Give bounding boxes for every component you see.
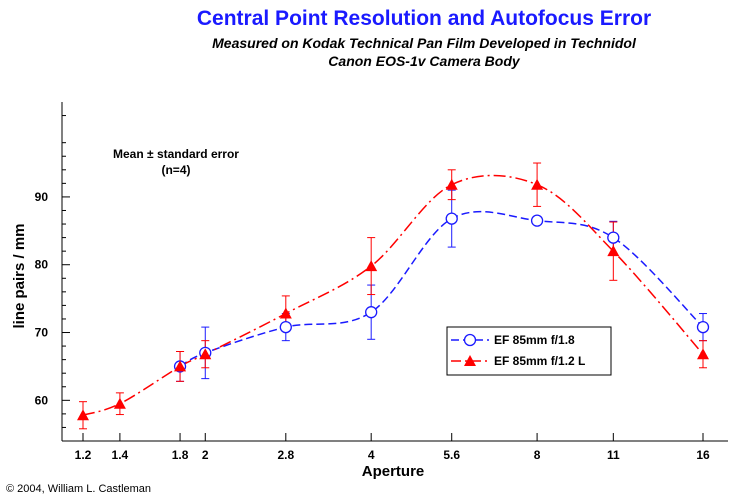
data-point [174,360,187,372]
chart-subtitle-line-2: Canon EOS-1v Camera Body [328,53,521,69]
x-tick-label: 1.8 [172,448,189,462]
legend-marker-series-2 [464,355,476,366]
data-point [530,214,544,227]
data-point [445,178,458,190]
legend: EF 85mm f/1.8 EF 85mm f/1.2 L [446,326,612,376]
x-tick-label: 8 [534,448,541,462]
y-tick-label: 70 [35,326,49,340]
series-line-2 [82,174,704,416]
x-axis-label: Aperture [362,463,425,480]
y-axis-label: line pairs / mm [11,223,28,328]
x-tick-label: 16 [696,448,710,462]
x-tick-label: 4 [368,448,375,462]
x-tick-label: 11 [607,448,620,462]
data-point [365,260,378,272]
x-tick-label: 2.8 [277,448,294,462]
copyright-text: © 2004, William L. Castleman [6,483,151,495]
data-point [279,320,292,334]
data-point [113,397,126,409]
legend-label-series-1: EF 85mm f/1.8 [494,333,575,347]
data-point [697,348,709,360]
chart-subtitle-line-1: Measured on Kodak Technical Pan Film Dev… [212,35,637,51]
data-point [77,409,89,421]
data-point [607,245,620,257]
x-tick-label: 1.2 [75,448,92,462]
chart-title: Central Point Resolution and Autofocus E… [197,7,651,30]
legend-box [446,326,612,376]
y-tick-label: 80 [35,258,49,272]
y-tick-label: 90 [35,190,49,204]
series-line-1 [179,210,704,368]
legend-marker-series-1 [463,333,477,347]
data-point [445,212,458,225]
x-tick-label: 2 [202,448,209,462]
data-point [607,231,620,244]
legend-label-series-2: EF 85mm f/1.2 L [494,354,585,368]
x-tick-label: 1.4 [112,448,129,462]
x-tick-label: 5.6 [443,448,460,462]
annotation-line-1: Mean ± standard error [113,147,239,161]
y-tick-label: 60 [35,393,49,407]
data-point [199,348,212,360]
annotation-line-2: (n=4) [161,163,190,177]
data-point [279,307,292,319]
data-point [365,306,378,319]
data-point [696,320,710,334]
data-point [531,178,544,190]
